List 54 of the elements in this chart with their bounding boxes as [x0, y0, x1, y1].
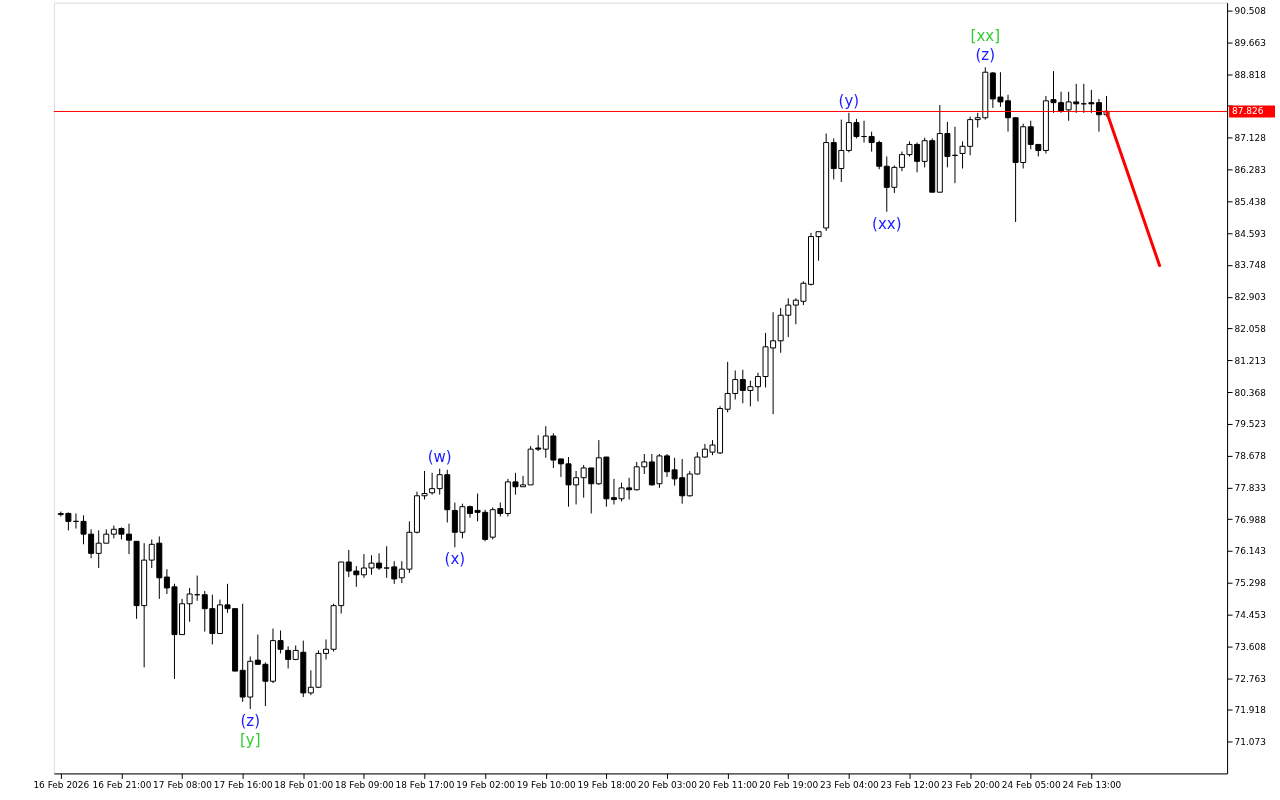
y-tick-label: 82.058	[1234, 323, 1267, 334]
x-tick-label: 23 Feb 12:00	[880, 779, 940, 790]
y-tick-label: 72.763	[1234, 673, 1266, 684]
x-tick-label: 17 Feb 08:00	[153, 779, 213, 790]
y-tick-label: 84.593	[1234, 228, 1266, 239]
x-tick-label: 24 Feb 05:00	[1001, 779, 1061, 790]
annotation: (z)	[975, 46, 996, 65]
y-tick-label: 78.678	[1234, 451, 1267, 462]
x-tick-label: 19 Feb 10:00	[516, 779, 576, 790]
y-tick-label: 79.523	[1234, 419, 1266, 430]
x-tick-label: 18 Feb 01:00	[274, 779, 334, 790]
y-tick-label: 71.073	[1234, 737, 1266, 748]
y-tick-label: 89.663	[1234, 37, 1266, 48]
y-tick-label: 75.298	[1234, 578, 1267, 589]
y-tick-label: 83.748	[1234, 260, 1267, 271]
annotation: (xx)	[872, 214, 902, 233]
x-tick-label: 17 Feb 16:00	[213, 779, 273, 790]
candlestick	[383, 545, 390, 579]
x-tick-label: 23 Feb 04:00	[819, 779, 880, 790]
y-tick-label: 81.213	[1234, 355, 1266, 366]
y-tick-label: 71.918	[1234, 705, 1267, 716]
x-tick-label: 20 Feb 11:00	[698, 779, 758, 790]
annotation: (y)	[838, 91, 860, 110]
x-tick-label: 20 Feb 03:00	[638, 779, 698, 790]
annotation: (z)	[240, 712, 261, 731]
y-tick-label: 90.508	[1234, 6, 1267, 17]
y-tick-label: 80.368	[1234, 387, 1267, 398]
candlestick	[429, 472, 436, 496]
y-tick-label: 74.453	[1234, 610, 1266, 621]
x-tick-label: 18 Feb 09:00	[334, 779, 395, 790]
annotation: (w)	[427, 447, 452, 466]
y-tick-label: 86.283	[1234, 165, 1266, 176]
x-tick-label: 20 Feb 19:00	[759, 779, 819, 790]
ref-line-label: 87.826	[1232, 106, 1264, 117]
y-tick-label: 73.608	[1234, 641, 1267, 652]
candlestick	[391, 560, 398, 585]
x-tick-label: 16 Feb 21:00	[92, 779, 152, 790]
y-tick-label: 87.128	[1234, 133, 1267, 144]
x-tick-label: 23 Feb 20:00	[941, 779, 1001, 790]
candlestick	[285, 645, 292, 669]
y-tick-label: 82.903	[1234, 292, 1266, 303]
x-tick-label: 16 Feb 2026	[33, 779, 90, 790]
x-tick-label: 18 Feb 17:00	[395, 779, 455, 790]
annotation: (x)	[444, 550, 466, 569]
annotation: [y]	[239, 731, 261, 750]
x-tick-label: 24 Feb 13:00	[1062, 779, 1122, 790]
y-tick-label: 76.143	[1234, 546, 1266, 557]
y-tick-label: 76.988	[1234, 514, 1267, 525]
y-tick-label: 85.438	[1234, 196, 1267, 207]
annotation: [xx]	[970, 27, 1000, 46]
y-tick-label: 88.818	[1234, 69, 1267, 80]
x-tick-label: 19 Feb 18:00	[577, 779, 637, 790]
x-tick-label: 19 Feb 02:00	[456, 779, 516, 790]
y-tick-label: 77.833	[1234, 482, 1266, 493]
